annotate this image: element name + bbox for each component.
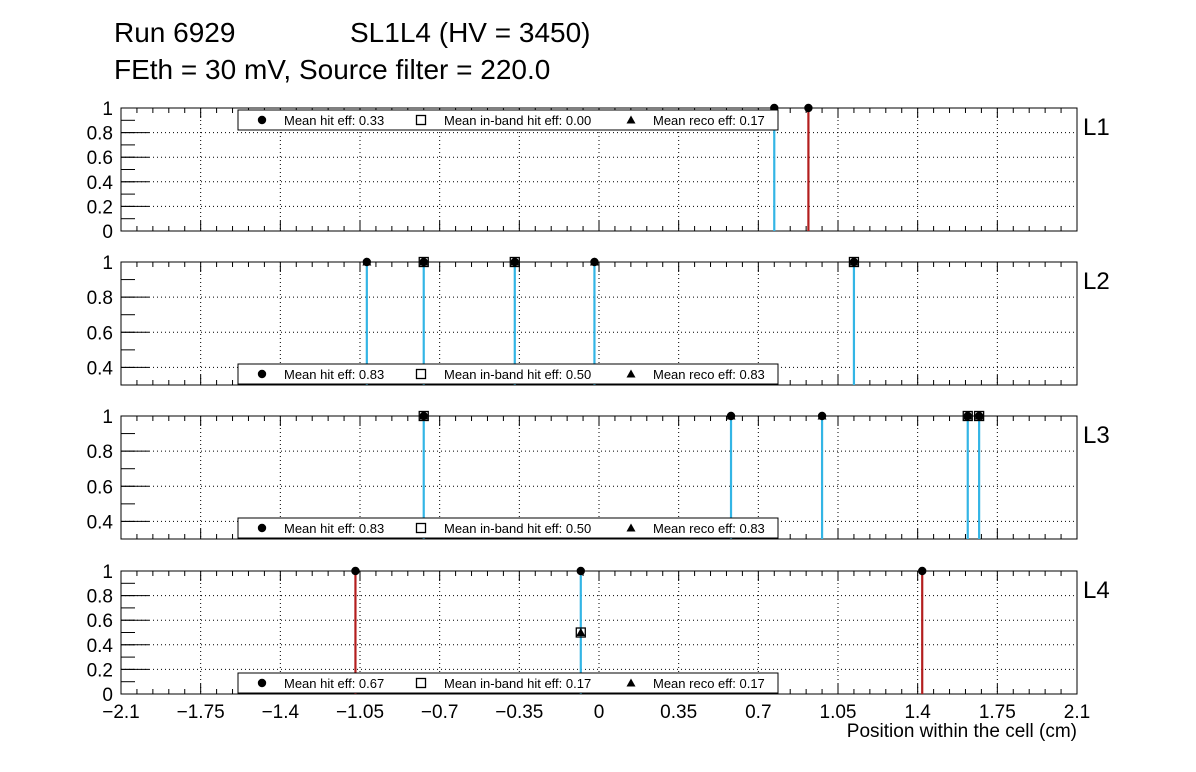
subtitle: FEth = 30 mV, Source filter = 220.0 — [114, 54, 551, 85]
x-tick-label: 0 — [594, 702, 605, 723]
reco-eff-marker — [817, 411, 827, 420]
y-tick-label: 0.2 — [87, 197, 113, 218]
layer-label-l4: L4 — [1083, 577, 1110, 604]
panel-l4: 0 0.2 0.4 0.6 0.8 1 L4 Mean hit eff: 0.67 Mean i… — [87, 562, 1110, 706]
x-tick-label: 2.1 — [1064, 702, 1090, 723]
reco-eff-marker — [362, 257, 372, 266]
y-tick-label: 0.6 — [87, 323, 113, 344]
legend-reco-label: Mean reco eff: 0.17 — [653, 676, 765, 691]
y-tick-label: 0.2 — [87, 660, 113, 681]
y-tick-label: 0.4 — [87, 636, 114, 657]
legend-hit-icon — [257, 523, 267, 533]
layer-label-l1: L1 — [1083, 114, 1110, 141]
reco-eff-marker — [419, 411, 429, 420]
legend-l1: Mean hit eff: 0.33 Mean in-band hit eff: … — [237, 109, 779, 131]
legend-inband-label: Mean in-band hit eff: 0.50 — [444, 521, 591, 536]
legend-inband-label: Mean in-band hit eff: 0.50 — [444, 367, 591, 382]
y-tick-label: 0.6 — [87, 477, 113, 498]
x-tick-label: −0.7 — [421, 702, 459, 723]
y-tick-label: 1 — [102, 562, 113, 583]
reco-eff-marker — [963, 411, 973, 420]
y-tick-label: 1 — [102, 253, 113, 274]
reco-eff-marker — [726, 411, 736, 420]
panel-l3: 0.4 0.6 0.8 1 L3 Mean hit eff: 0.83 Mean in-ba… — [87, 407, 1110, 540]
y-tick-label: 0.8 — [87, 288, 113, 309]
legend-reco-icon — [626, 369, 636, 378]
x-tick-label: 0.7 — [745, 702, 771, 723]
legend-inband-icon — [415, 522, 427, 534]
hit-eff-marker — [918, 566, 927, 576]
y-tick-label: 0.6 — [87, 611, 113, 632]
x-tick-label: −1.75 — [177, 702, 225, 723]
reco-eff-marker — [589, 257, 599, 266]
x-tick-label: −0.35 — [495, 702, 543, 723]
y-tick-label: 0.8 — [87, 587, 113, 608]
y-tick-label: 0.6 — [87, 148, 113, 169]
y-tick-label: 0.4 — [87, 358, 114, 379]
legend-box — [237, 517, 779, 539]
panel-l1: 0 0.2 0.4 0.6 0.8 1 L1 Mean hit eff: 0.33 Mean i… — [87, 99, 1110, 243]
panel-l2: 0.4 0.6 0.8 1 L2 Mean hit eff: 0.83 Mean in-ba… — [87, 253, 1110, 386]
y-tick-label: 0 — [102, 222, 113, 243]
layer-label-l2: L2 — [1083, 268, 1110, 295]
x-tick-label: 0.35 — [660, 702, 697, 723]
reco-eff-marker — [510, 257, 520, 266]
legend-inband-icon — [415, 368, 427, 380]
hit-eff-marker — [351, 566, 360, 576]
y-tick-label: 1 — [102, 407, 113, 428]
legend-reco-icon — [626, 115, 636, 124]
legend-hit-label: Mean hit eff: 0.83 — [284, 367, 384, 382]
y-tick-label: 0.8 — [87, 124, 113, 145]
y-tick-label: 0.8 — [87, 442, 113, 463]
legend-hit-label: Mean hit eff: 0.33 — [284, 113, 384, 128]
y-tick-label: 0.4 — [87, 173, 114, 194]
layer-label-l3: L3 — [1083, 422, 1110, 449]
legend-inband-icon — [415, 114, 427, 126]
chamber-title: SL1L4 (HV = 3450) — [350, 17, 591, 48]
x-tick-label: −2.1 — [102, 702, 140, 723]
legend-box — [237, 672, 779, 694]
y-tick-label: 0.4 — [87, 512, 114, 533]
legend-box — [237, 109, 779, 131]
reco-eff-marker — [974, 411, 984, 420]
x-tick-label: 1.4 — [904, 702, 931, 723]
legend-inband-label: Mean in-band hit eff: 0.00 — [444, 113, 591, 128]
y-tick-label: 0 — [102, 685, 113, 706]
legend-hit-label: Mean hit eff: 0.67 — [284, 676, 384, 691]
legend-hit-icon — [257, 115, 267, 125]
x-axis-label: Position within the cell (cm) — [847, 721, 1077, 742]
legend-inband-label: Mean in-band hit eff: 0.17 — [444, 676, 591, 691]
legend-reco-label: Mean reco eff: 0.83 — [653, 521, 765, 536]
x-tick-label: 1.05 — [820, 702, 857, 723]
hit-eff-marker — [576, 566, 585, 576]
legend-inband-icon — [415, 677, 427, 689]
legend-hit-label: Mean hit eff: 0.83 — [284, 521, 384, 536]
reco-eff-marker — [576, 628, 586, 636]
legend-hit-icon — [257, 678, 267, 688]
legend-reco-label: Mean reco eff: 0.17 — [653, 113, 765, 128]
x-tick-label: −1.4 — [262, 702, 300, 723]
legend-reco-icon — [626, 678, 636, 687]
legend-reco-label: Mean reco eff: 0.83 — [653, 367, 765, 382]
legend-hit-icon — [257, 369, 267, 379]
y-tick-label: 1 — [102, 99, 113, 120]
legend-box — [237, 363, 779, 385]
hit-eff-marker — [804, 103, 813, 113]
legend-reco-icon — [626, 523, 636, 532]
legend-l2: Mean hit eff: 0.83 Mean in-band hit eff: … — [237, 363, 779, 385]
reco-eff-marker — [419, 257, 429, 266]
x-tick-label: 1.75 — [979, 702, 1016, 723]
legend-l3: Mean hit eff: 0.83 Mean in-band hit eff: … — [237, 517, 779, 539]
reco-eff-marker — [849, 257, 859, 266]
legend-l4: Mean hit eff: 0.67 Mean in-band hit eff: … — [237, 672, 779, 694]
x-tick-label: −1.05 — [336, 702, 384, 723]
run-title: Run 6929 — [114, 17, 236, 48]
